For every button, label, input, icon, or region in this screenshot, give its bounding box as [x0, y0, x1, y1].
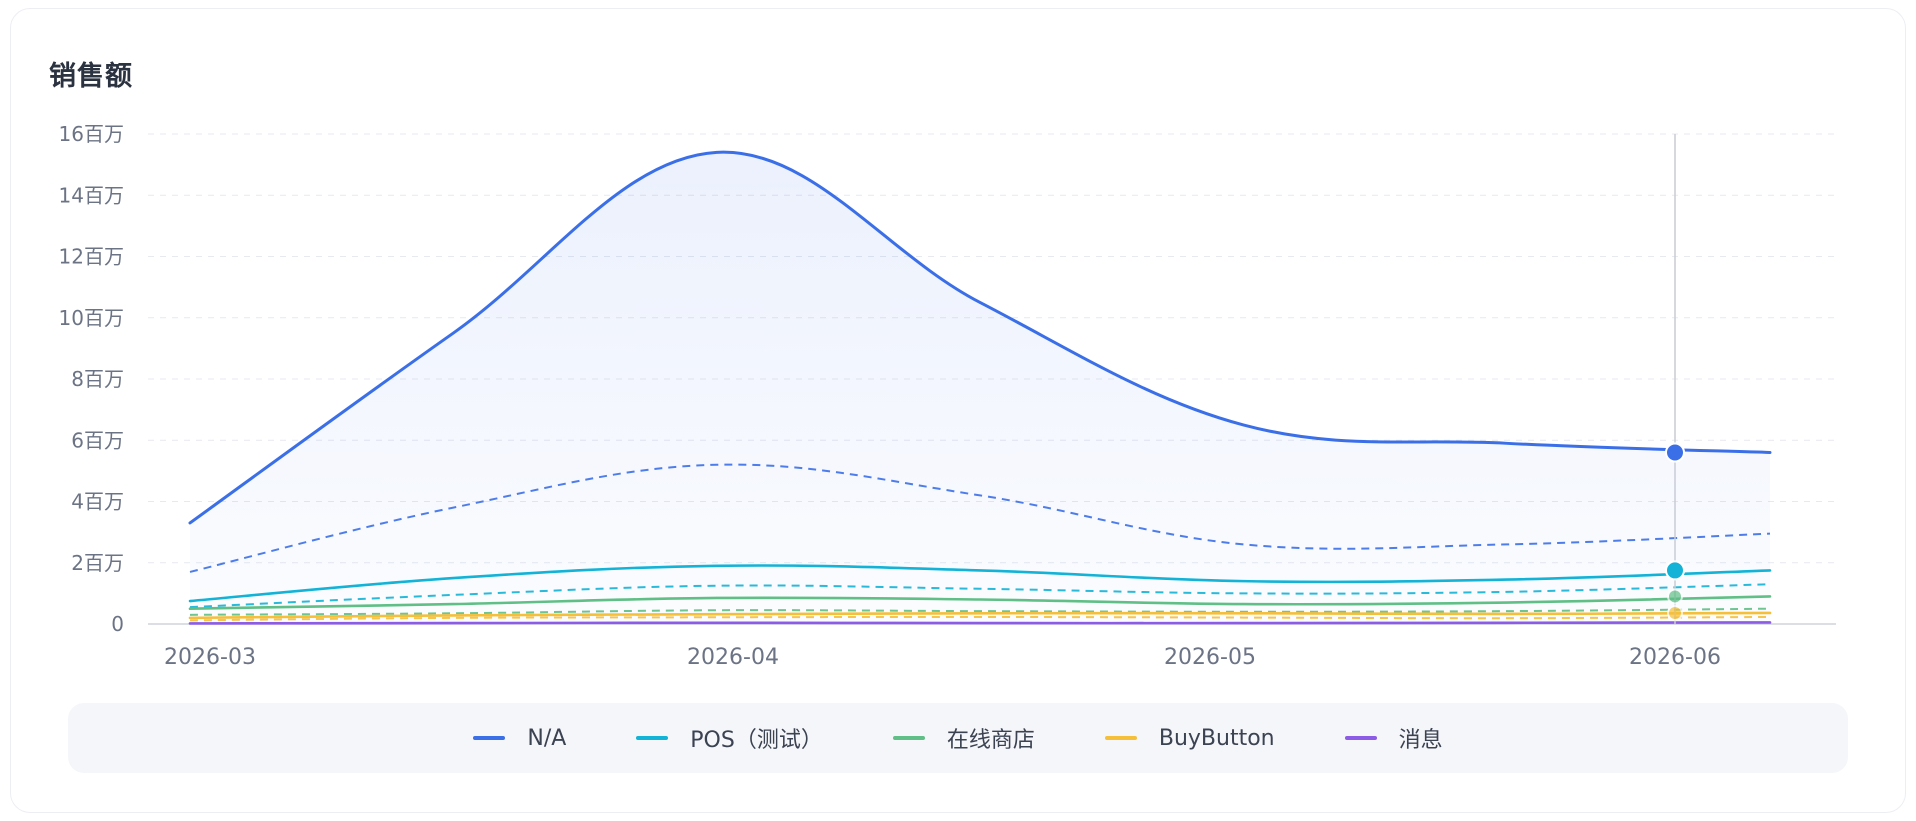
- legend-label: 在线商店: [946, 728, 1035, 753]
- y-axis-ticks: 0 2百万 4百万 6百万 8百万 10百万 12百万 14百万 16百万: [59, 122, 124, 636]
- chart-legend: N/A POS（测试） 在线商店 BuyButton 消息: [68, 703, 1848, 773]
- crosshair-point: [1665, 560, 1685, 581]
- legend-item[interactable]: N/A: [473, 726, 566, 751]
- legend-label: 消息: [1398, 728, 1443, 753]
- hover-crosshair[interactable]: [1665, 134, 1685, 624]
- series-comparison-line: [189, 607, 1771, 616]
- legend-label: N/A: [527, 725, 567, 751]
- y-tick-label: 8百万: [71, 367, 124, 391]
- y-tick-label: 0: [111, 612, 124, 636]
- legend-swatch: [1344, 736, 1377, 740]
- series-line[interactable]: [188, 611, 1772, 620]
- legend-item[interactable]: 在线商店: [892, 722, 1035, 754]
- x-tick-label: 2026-03: [164, 645, 256, 670]
- legend-label: BuyButton: [1158, 725, 1275, 751]
- crosshair-point: [1667, 588, 1683, 605]
- series-lines: [188, 150, 1772, 625]
- y-tick-label: 12百万: [59, 245, 124, 269]
- y-tick-label: 2百万: [71, 551, 124, 575]
- y-tick-label: 4百万: [71, 490, 124, 514]
- y-tick-label: 16百万: [59, 122, 124, 146]
- x-axis-ticks: 2026-03 2026-04 2026-05 2026-06: [164, 645, 1721, 670]
- crosshair-point: [1667, 604, 1683, 621]
- legend-item[interactable]: 消息: [1344, 722, 1443, 754]
- series-comparison-line: [189, 463, 1771, 573]
- legend-swatch: [1104, 736, 1137, 740]
- legend-item[interactable]: POS（测试）: [636, 722, 823, 754]
- chart-title: 销售额: [49, 61, 133, 92]
- x-tick-label: 2026-04: [687, 645, 779, 670]
- series-line[interactable]: [188, 150, 1772, 525]
- series-area-na: [190, 152, 1770, 625]
- y-tick-label: 6百万: [71, 428, 124, 452]
- legend-swatch: [473, 736, 506, 740]
- series-line[interactable]: [188, 621, 1772, 625]
- series-comparison-line: [189, 615, 1771, 622]
- series-line[interactable]: [188, 564, 1772, 603]
- legend-swatch: [636, 736, 669, 740]
- y-tick-label: 14百万: [59, 183, 124, 207]
- series-line[interactable]: [188, 595, 1772, 610]
- y-tick-label: 10百万: [59, 306, 124, 330]
- legend-swatch: [892, 736, 925, 740]
- legend-label: POS（测试）: [690, 728, 823, 753]
- series-comparison-line: [189, 583, 1771, 609]
- legend-item[interactable]: BuyButton: [1104, 725, 1275, 751]
- crosshair-point: [1665, 442, 1685, 463]
- x-tick-label: 2026-05: [1164, 645, 1256, 670]
- x-tick-label: 2026-06: [1629, 645, 1721, 670]
